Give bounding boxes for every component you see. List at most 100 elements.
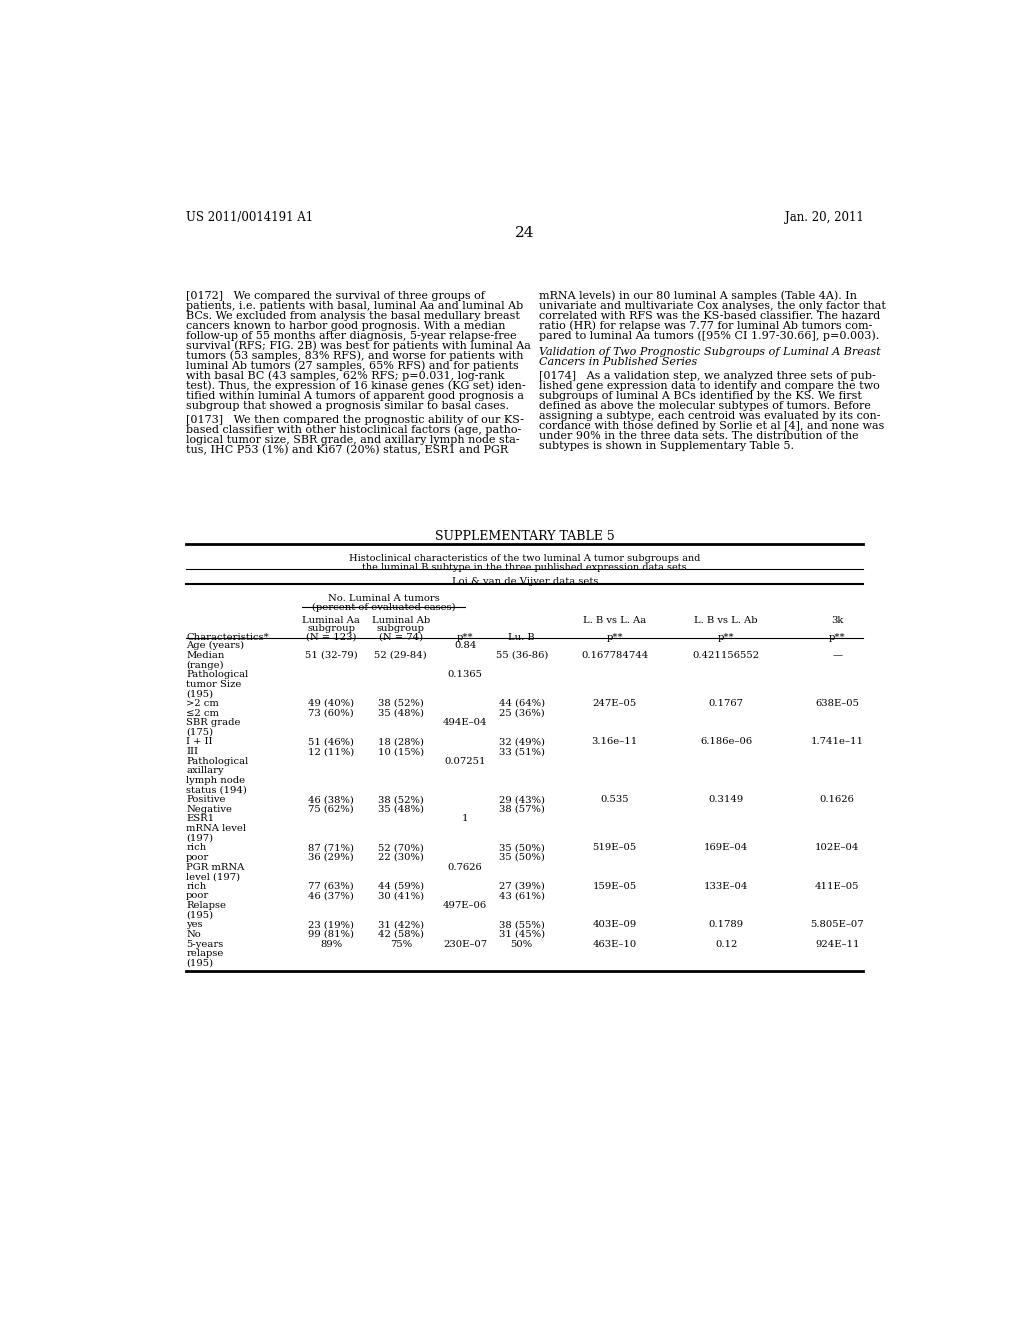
Text: 32 (49%): 32 (49%)	[499, 738, 545, 746]
Text: 230E–07: 230E–07	[443, 940, 487, 949]
Text: axillary: axillary	[186, 767, 224, 775]
Text: Pathological: Pathological	[186, 756, 249, 766]
Text: 44 (59%): 44 (59%)	[378, 882, 424, 891]
Text: Median: Median	[186, 651, 224, 660]
Text: 463E–10: 463E–10	[593, 940, 637, 949]
Text: 29 (43%): 29 (43%)	[499, 795, 545, 804]
Text: rich: rich	[186, 843, 207, 853]
Text: subgroup: subgroup	[377, 624, 425, 634]
Text: 159E–05: 159E–05	[593, 882, 637, 891]
Text: 46 (37%): 46 (37%)	[308, 891, 354, 900]
Text: 0.1767: 0.1767	[709, 700, 743, 708]
Text: 0.1626: 0.1626	[819, 795, 855, 804]
Text: 924E–11: 924E–11	[815, 940, 859, 949]
Text: 35 (48%): 35 (48%)	[378, 805, 424, 814]
Text: mRNA levels) in our 80 luminal A samples (Table 4A). In: mRNA levels) in our 80 luminal A samples…	[539, 290, 857, 301]
Text: III: III	[186, 747, 198, 756]
Text: survival (RFS; FIG. 2B) was best for patients with luminal Aa: survival (RFS; FIG. 2B) was best for pat…	[186, 341, 531, 351]
Text: 403E–09: 403E–09	[593, 920, 637, 929]
Text: 51 (46%): 51 (46%)	[308, 738, 354, 746]
Text: 50%: 50%	[511, 940, 532, 949]
Text: 0.84: 0.84	[454, 642, 476, 651]
Text: ESR1: ESR1	[186, 814, 214, 824]
Text: 38 (52%): 38 (52%)	[378, 795, 424, 804]
Text: test). Thus, the expression of 16 kinase genes (KG set) iden-: test). Thus, the expression of 16 kinase…	[186, 381, 525, 392]
Text: logical tumor size, SBR grade, and axillary lymph node sta-: logical tumor size, SBR grade, and axill…	[186, 434, 520, 445]
Text: 169E–04: 169E–04	[705, 843, 749, 853]
Text: 10 (15%): 10 (15%)	[378, 747, 424, 756]
Text: 5.805E–07: 5.805E–07	[810, 920, 864, 929]
Text: >2 cm: >2 cm	[186, 700, 219, 708]
Text: 33 (51%): 33 (51%)	[499, 747, 545, 756]
Text: luminal Ab tumors (27 samples, 65% RFS) and for patients: luminal Ab tumors (27 samples, 65% RFS) …	[186, 360, 519, 371]
Text: Age (years): Age (years)	[186, 642, 245, 651]
Text: [0173]   We then compared the prognostic ability of our KS-: [0173] We then compared the prognostic a…	[186, 414, 524, 425]
Text: 519E–05: 519E–05	[593, 843, 637, 853]
Text: 0.167784744: 0.167784744	[581, 651, 648, 660]
Text: 0.1789: 0.1789	[709, 920, 743, 929]
Text: 247E–05: 247E–05	[593, 700, 637, 708]
Text: subtypes is shown in Supplementary Table 5.: subtypes is shown in Supplementary Table…	[539, 441, 794, 451]
Text: 3.16e–11: 3.16e–11	[592, 738, 638, 746]
Text: 87 (71%): 87 (71%)	[308, 843, 354, 853]
Text: 31 (45%): 31 (45%)	[499, 929, 545, 939]
Text: (N = 74): (N = 74)	[379, 632, 423, 642]
Text: tus, IHC P53 (1%) and Ki67 (20%) status, ESR1 and PGR: tus, IHC P53 (1%) and Ki67 (20%) status,…	[186, 445, 508, 455]
Text: subgroups of luminal A BCs identified by the KS. We first: subgroups of luminal A BCs identified by…	[539, 391, 861, 401]
Text: patients, i.e. patients with basal, luminal Aa and luminal Ab: patients, i.e. patients with basal, lumi…	[186, 301, 523, 310]
Text: No. Luminal A tumors: No. Luminal A tumors	[328, 594, 439, 603]
Text: follow-up of 55 months after diagnosis, 5-year relapse-free: follow-up of 55 months after diagnosis, …	[186, 331, 517, 341]
Text: Characteristics*: Characteristics*	[186, 632, 269, 642]
Text: 75%: 75%	[390, 940, 412, 949]
Text: 411E–05: 411E–05	[815, 882, 859, 891]
Text: PGR mRNA: PGR mRNA	[186, 862, 245, 871]
Text: Histoclinical characteristics of the two luminal A tumor subgroups and: Histoclinical characteristics of the two…	[349, 554, 700, 564]
Text: (175): (175)	[186, 727, 213, 737]
Text: poor: poor	[186, 891, 209, 900]
Text: based classifier with other histoclinical factors (age, patho-: based classifier with other histoclinica…	[186, 425, 521, 436]
Text: 52 (70%): 52 (70%)	[378, 843, 424, 853]
Text: 55 (36-86): 55 (36-86)	[496, 651, 548, 660]
Text: tumor Size: tumor Size	[186, 680, 242, 689]
Text: 6.186e–06: 6.186e–06	[700, 738, 753, 746]
Text: 0.12: 0.12	[715, 940, 737, 949]
Text: 0.07251: 0.07251	[444, 756, 485, 766]
Text: poor: poor	[186, 853, 209, 862]
Text: 38 (55%): 38 (55%)	[499, 920, 545, 929]
Text: 1: 1	[462, 814, 468, 824]
Text: 12 (11%): 12 (11%)	[308, 747, 354, 756]
Text: 102E–04: 102E–04	[815, 843, 859, 853]
Text: Jan. 20, 2011: Jan. 20, 2011	[784, 211, 863, 224]
Text: defined as above the molecular subtypes of tumors. Before: defined as above the molecular subtypes …	[539, 401, 870, 411]
Text: 0.7626: 0.7626	[447, 862, 482, 871]
Text: (range): (range)	[186, 660, 224, 669]
Text: Luminal Ab: Luminal Ab	[372, 615, 430, 624]
Text: 52 (29-84): 52 (29-84)	[375, 651, 427, 660]
Text: p**: p**	[718, 632, 734, 642]
Text: 46 (38%): 46 (38%)	[308, 795, 354, 804]
Text: 99 (81%): 99 (81%)	[308, 929, 354, 939]
Text: Negative: Negative	[186, 805, 232, 814]
Text: p**: p**	[828, 632, 846, 642]
Text: lished gene expression data to identify and compare the two: lished gene expression data to identify …	[539, 381, 880, 391]
Text: 30 (41%): 30 (41%)	[378, 891, 424, 900]
Text: rich: rich	[186, 882, 207, 891]
Text: 22 (30%): 22 (30%)	[378, 853, 424, 862]
Text: assigning a subtype, each centroid was evaluated by its con-: assigning a subtype, each centroid was e…	[539, 411, 881, 421]
Text: 73 (60%): 73 (60%)	[308, 709, 354, 718]
Text: Luminal Aa: Luminal Aa	[302, 615, 360, 624]
Text: p**: p**	[606, 632, 623, 642]
Text: 42 (58%): 42 (58%)	[378, 929, 424, 939]
Text: Loi & van de Vijver data sets: Loi & van de Vijver data sets	[452, 577, 598, 586]
Text: 133E–04: 133E–04	[705, 882, 749, 891]
Text: No: No	[186, 929, 201, 939]
Text: 494E–04: 494E–04	[442, 718, 487, 727]
Text: under 90% in the three data sets. The distribution of the: under 90% in the three data sets. The di…	[539, 430, 858, 441]
Text: 23 (19%): 23 (19%)	[308, 920, 354, 929]
Text: 0.1365: 0.1365	[447, 671, 482, 678]
Text: 5-years: 5-years	[186, 940, 223, 949]
Text: Positive: Positive	[186, 795, 225, 804]
Text: 24: 24	[515, 226, 535, 240]
Text: correlated with RFS was the KS-based classifier. The hazard: correlated with RFS was the KS-based cla…	[539, 312, 880, 321]
Text: cancers known to harbor good prognosis. With a median: cancers known to harbor good prognosis. …	[186, 321, 506, 331]
